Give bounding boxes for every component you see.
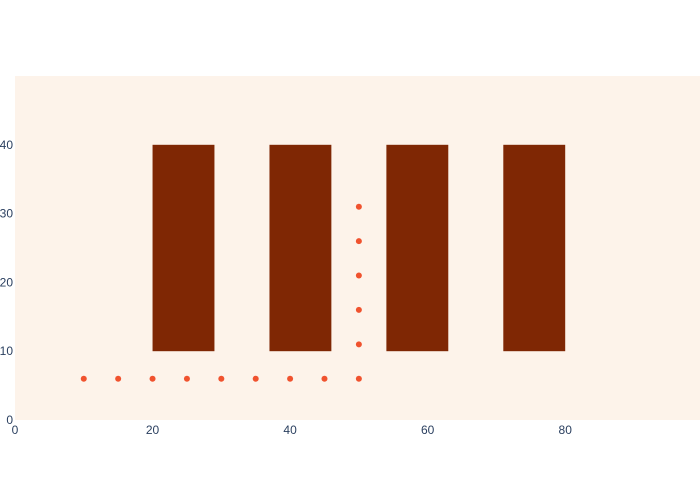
rectangle-shapes (152, 144, 566, 352)
y-tick-label: 30 (0, 207, 13, 221)
y-tick-label: 40 (0, 138, 13, 152)
y-tick-label: 0 (6, 413, 13, 427)
rectangle-shape (269, 144, 332, 352)
scatter-point[interactable] (355, 238, 362, 245)
x-tick-label: 40 (283, 423, 297, 437)
rectangle-shape (386, 144, 449, 352)
scatter-point[interactable] (355, 272, 362, 279)
x-tick-label: 60 (421, 423, 435, 437)
y-tick-label: 20 (0, 275, 13, 289)
scatter-point[interactable] (183, 375, 190, 382)
scatter-point[interactable] (252, 375, 259, 382)
scatter-point[interactable] (80, 375, 87, 382)
scatter-point[interactable] (355, 375, 362, 382)
y-axis-ticks: 0 10 20 30 40 (0, 138, 13, 427)
x-tick-label: 20 (146, 423, 160, 437)
scatter-markers (80, 203, 362, 382)
rectangle-shape (503, 144, 566, 352)
x-axis-ticks: 0 20 40 60 80 (12, 423, 573, 437)
scatter-point[interactable] (287, 375, 294, 382)
scatter-point[interactable] (355, 203, 362, 210)
plot-area (15, 76, 700, 420)
scatter-point[interactable] (115, 375, 122, 382)
y-tick-label: 10 (0, 344, 13, 358)
scatter-point[interactable] (355, 341, 362, 348)
x-tick-label: 0 (12, 423, 19, 437)
x-tick-label: 80 (559, 423, 573, 437)
scatter-point[interactable] (355, 306, 362, 313)
rectangle-shape (152, 144, 215, 352)
scatter-point[interactable] (218, 375, 225, 382)
scatter-point[interactable] (321, 375, 328, 382)
scatter-point[interactable] (149, 375, 156, 382)
